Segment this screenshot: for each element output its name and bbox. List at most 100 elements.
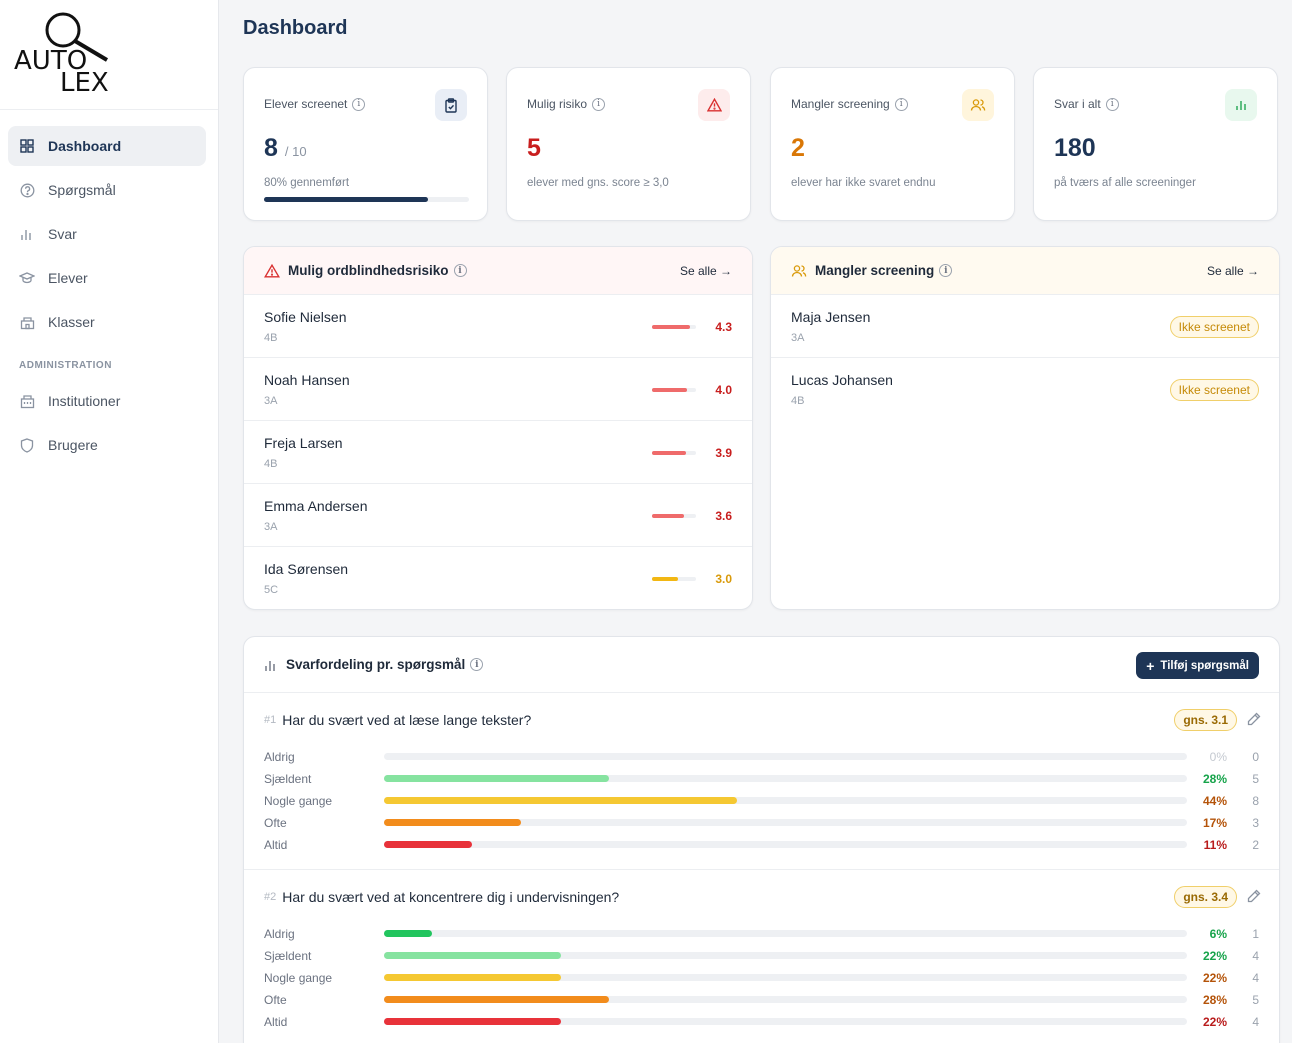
- score-bar: [652, 577, 696, 581]
- answer-option-row: Sjældent 22% 4: [264, 946, 1259, 968]
- stat-card-screened: Elever screenet i 8 / 10 80% gennemført: [243, 67, 488, 221]
- missing-row[interactable]: Lucas Johansen 4B Ikke screenet: [771, 358, 1279, 421]
- pencil-icon[interactable]: [1247, 712, 1261, 731]
- average-badge: gns. 3.1: [1174, 709, 1237, 731]
- users-icon: [962, 89, 994, 121]
- status-badge: Ikke screenet: [1169, 379, 1259, 401]
- answer-option-row: Sjældent 28% 5: [264, 769, 1259, 791]
- option-bar: [384, 930, 1187, 937]
- option-label: Altid: [264, 1015, 288, 1029]
- risk-row[interactable]: Ida Sørensen 5C 3.0: [244, 547, 752, 609]
- sidebar-item-label: Svar: [48, 226, 77, 242]
- student-name: Maja Jensen: [791, 309, 871, 325]
- bar-chart-icon: [1225, 89, 1257, 121]
- missing-row[interactable]: Maja Jensen 3A Ikke screenet: [771, 295, 1279, 358]
- stat-value: 2: [791, 134, 805, 162]
- option-percent: 28%: [1202, 772, 1227, 786]
- missing-panel-header: Mangler screening i Se alle →: [771, 247, 1279, 295]
- question-block: #2 Har du svært ved at koncentrere dig i…: [244, 870, 1279, 1043]
- option-count: 3: [1252, 816, 1259, 830]
- see-all-link[interactable]: Se alle →: [679, 263, 732, 278]
- sidebar-item-label: Institutioner: [48, 393, 121, 409]
- sidebar-item-answers[interactable]: Svar: [8, 214, 206, 254]
- option-label: Nogle gange: [264, 971, 333, 985]
- risk-panel-header: Mulig ordblindhedsrisiko i Se alle →: [244, 247, 752, 295]
- info-icon[interactable]: i: [939, 264, 953, 277]
- score-value: 3.9: [715, 446, 732, 460]
- option-percent: 22%: [1202, 971, 1227, 985]
- option-bar-fill: [384, 996, 609, 1003]
- score-bar-fill: [652, 325, 690, 329]
- answer-option-row: Aldrig 6% 1: [264, 924, 1259, 946]
- option-percent: 6%: [1209, 927, 1227, 941]
- student-class: 4B: [264, 332, 278, 344]
- panel-title: Mulig ordblindhedsrisiko: [288, 263, 449, 278]
- pencil-icon[interactable]: [1247, 889, 1261, 908]
- score-bar: [652, 325, 696, 329]
- info-icon[interactable]: i: [1105, 97, 1119, 111]
- option-count: 2: [1252, 838, 1259, 852]
- score-value: 3.6: [715, 509, 732, 523]
- question-number: #1: [264, 714, 277, 726]
- option-count: 4: [1252, 949, 1259, 963]
- option-label: Sjældent: [264, 772, 312, 786]
- risk-list: Sofie Nielsen 4B 4.3 Noah Hansen 3A 4.0 Fr…: [244, 295, 752, 609]
- option-bar-fill: [384, 841, 473, 848]
- question-icon: [19, 182, 35, 198]
- option-bar-fill: [384, 1018, 561, 1025]
- question-number: #2: [264, 891, 277, 903]
- option-label: Altid: [264, 838, 288, 852]
- page-title: Dashboard: [243, 17, 348, 39]
- option-percent: 11%: [1203, 838, 1227, 852]
- info-icon[interactable]: i: [453, 264, 467, 277]
- answer-option-row: Altid 22% 4: [264, 1012, 1259, 1034]
- option-percent: 22%: [1202, 949, 1227, 963]
- option-bar-fill: [384, 952, 561, 959]
- school-icon: [19, 314, 35, 330]
- logo[interactable]: AUTO LEX: [0, 0, 218, 110]
- option-bar: [384, 841, 1187, 848]
- sidebar-item-questions[interactable]: Spørgsmål: [8, 170, 206, 210]
- option-count: 8: [1252, 794, 1259, 808]
- option-percent: 0%: [1209, 750, 1227, 764]
- info-icon[interactable]: i: [592, 97, 606, 111]
- option-bar: [384, 952, 1187, 959]
- risk-row[interactable]: Freja Larsen 4B 3.9: [244, 421, 752, 484]
- sidebar-item-students[interactable]: Elever: [8, 258, 206, 298]
- risk-row[interactable]: Sofie Nielsen 4B 4.3: [244, 295, 752, 358]
- sidebar-item-dashboard[interactable]: Dashboard: [8, 126, 206, 166]
- option-bar: [384, 1018, 1187, 1025]
- question-header: #1 Har du svært ved at læse lange tekste…: [264, 693, 1261, 747]
- stat-subtext: på tværs af alle screeninger: [1054, 177, 1196, 189]
- info-icon[interactable]: i: [352, 97, 366, 111]
- student-name: Sofie Nielsen: [264, 309, 347, 325]
- info-icon[interactable]: i: [470, 658, 484, 671]
- grid-icon: [19, 138, 35, 154]
- sidebar-item-classes[interactable]: Klasser: [8, 302, 206, 342]
- sidebar-nav: Dashboard Spørgsmål Svar Elever Klasser: [0, 110, 218, 465]
- option-count: 5: [1252, 993, 1259, 1007]
- clipboard-check-icon: [435, 89, 467, 121]
- see-all-link[interactable]: Se alle →: [1206, 263, 1259, 278]
- student-class: 3A: [264, 395, 278, 407]
- risk-row[interactable]: Noah Hansen 3A 4.0: [244, 358, 752, 421]
- risk-panel: Mulig ordblindhedsrisiko i Se alle → Sof…: [243, 246, 753, 610]
- stat-subtext: elever har ikke svaret endnu: [791, 177, 936, 189]
- sidebar-item-label: Brugere: [48, 437, 98, 453]
- missing-panel: Mangler screening i Se alle → Maja Jense…: [770, 246, 1280, 610]
- panel-title: Mangler screening: [815, 263, 935, 278]
- building-icon: [19, 393, 35, 409]
- option-percent: 28%: [1202, 993, 1227, 1007]
- risk-row[interactable]: Emma Andersen 3A 3.6: [244, 484, 752, 547]
- sidebar-section-title: ADMINISTRATION: [19, 360, 112, 371]
- score-value: 4.3: [715, 320, 732, 334]
- question-header: #2 Har du svært ved at koncentrere dig i…: [264, 870, 1261, 924]
- info-icon[interactable]: i: [894, 97, 908, 111]
- answer-option-row: Nogle gange 22% 4: [264, 968, 1259, 990]
- option-bar-fill: [384, 797, 738, 804]
- sidebar-item-users[interactable]: Brugere: [8, 425, 206, 465]
- sidebar-item-institutions[interactable]: Institutioner: [8, 381, 206, 421]
- sidebar-item-label: Klasser: [48, 314, 95, 330]
- add-question-button[interactable]: + Tilføj spørgsmål: [1136, 652, 1259, 679]
- option-label: Aldrig: [264, 750, 295, 764]
